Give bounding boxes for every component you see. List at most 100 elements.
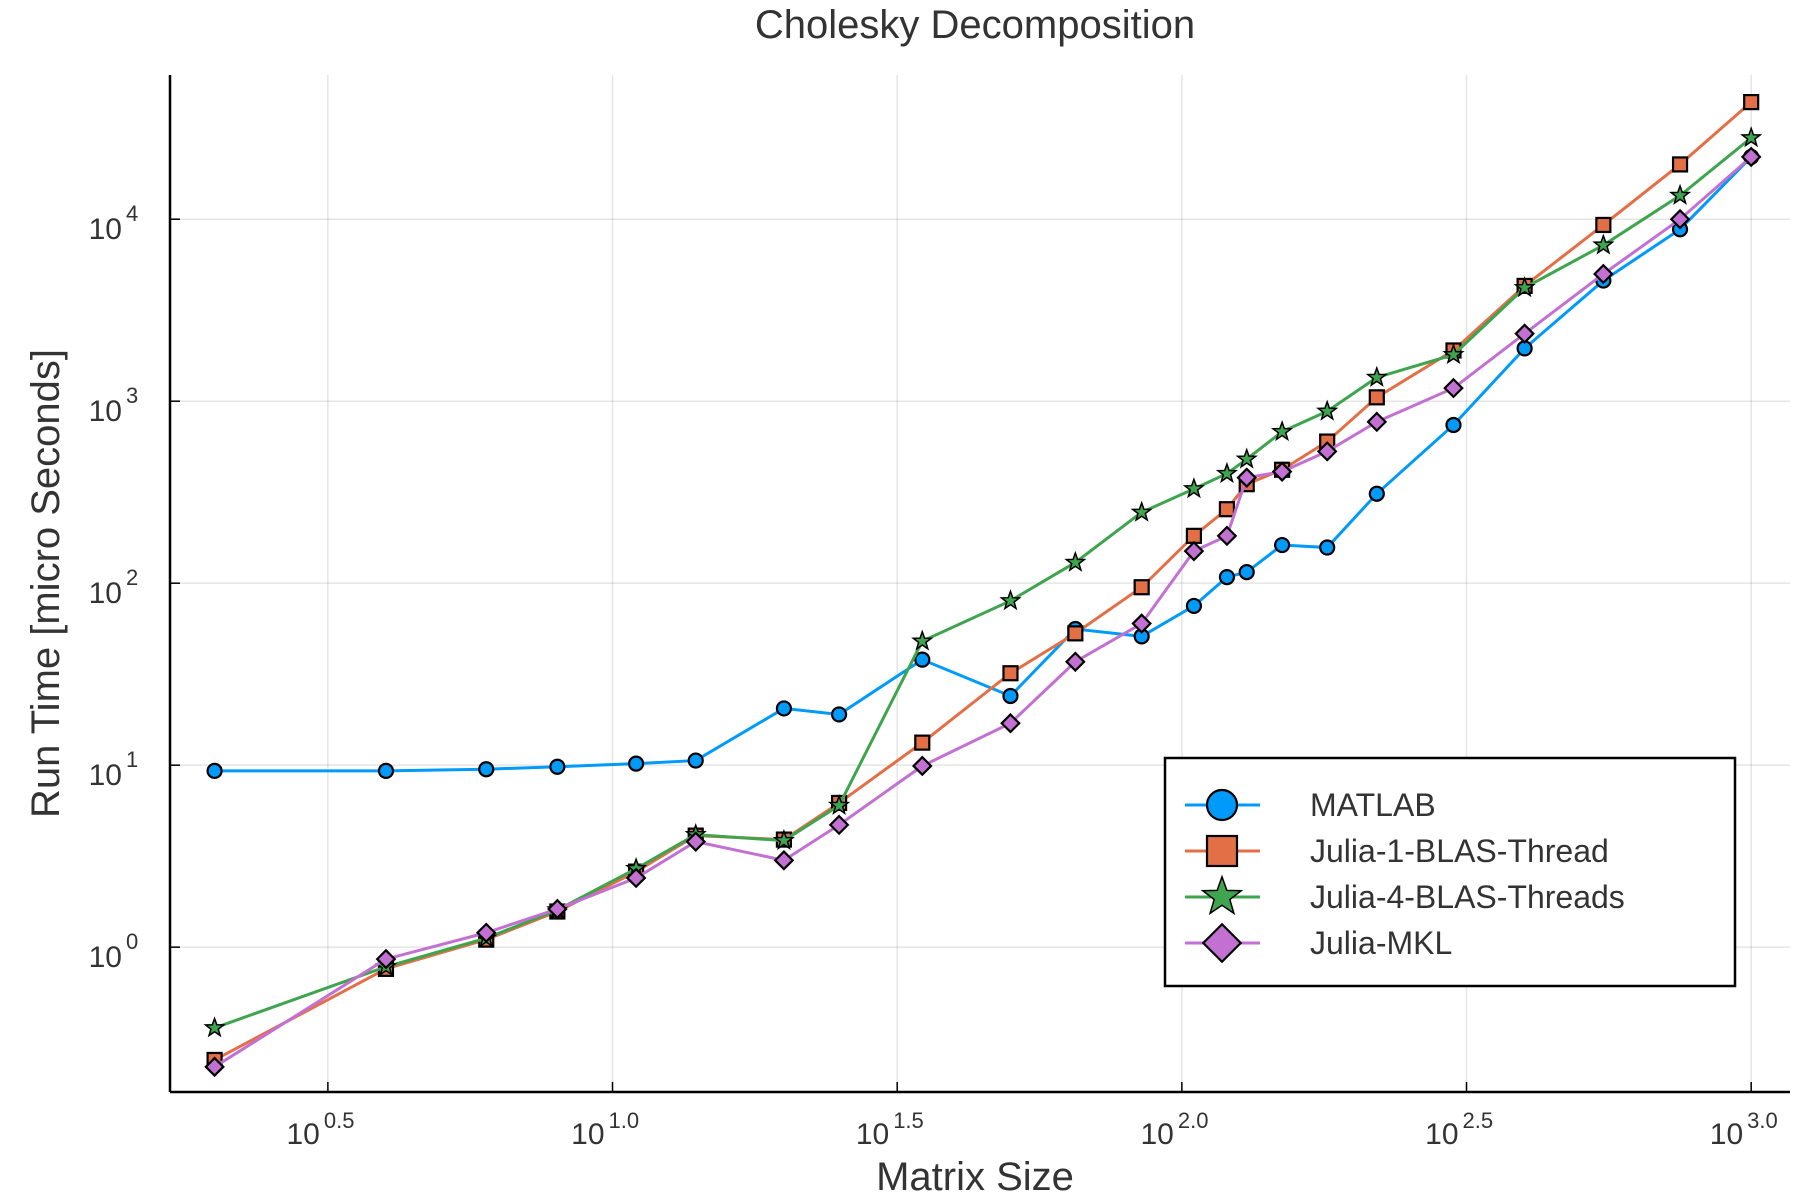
data-point-square bbox=[1002, 665, 1019, 682]
x-tick-label-exponent: 2.5 bbox=[1463, 1108, 1494, 1133]
y-tick-label-base: 10 bbox=[89, 395, 122, 428]
data-point-square bbox=[1368, 389, 1385, 406]
y-tick-label-base: 10 bbox=[89, 759, 122, 792]
data-point-star bbox=[772, 828, 796, 851]
data-point-diamond bbox=[475, 922, 497, 944]
legend-entry: Julia-1-BLAS-Thread bbox=[1185, 833, 1609, 869]
legend-label: Julia-1-BLAS-Thread bbox=[1310, 833, 1609, 869]
data-point-star bbox=[1592, 233, 1615, 255]
legend-marker-diamond bbox=[1201, 922, 1243, 964]
data-point-circle bbox=[549, 758, 566, 775]
data-point-diamond bbox=[1316, 441, 1338, 462]
x-tick-label-base: 10 bbox=[1425, 1118, 1458, 1151]
data-point-diamond bbox=[1000, 712, 1021, 734]
data-point-circle bbox=[830, 706, 848, 723]
data-point-star bbox=[999, 589, 1022, 611]
data-point-star bbox=[1513, 276, 1536, 298]
y-tick-label-exponent: 1 bbox=[126, 747, 138, 772]
data-point-star bbox=[1064, 550, 1087, 572]
data-point-diamond bbox=[375, 948, 397, 970]
y-axis-title: Run Time [micro Seconds] bbox=[24, 349, 68, 818]
legend-entry: Julia-MKL bbox=[1185, 922, 1452, 964]
x-tick-label-exponent: 2.0 bbox=[1178, 1108, 1209, 1133]
data-point-circle bbox=[1002, 687, 1019, 705]
data-point-circle bbox=[377, 762, 395, 780]
x-tick-label-base: 10 bbox=[571, 1118, 604, 1151]
data-point-diamond bbox=[547, 898, 568, 920]
data-point-square bbox=[1133, 579, 1150, 596]
data-point-circle bbox=[775, 700, 793, 717]
data-point-star bbox=[1215, 461, 1239, 484]
legend-label: Julia-4-BLAS-Threads bbox=[1310, 879, 1625, 915]
data-point-diamond bbox=[1514, 323, 1535, 344]
legend-label: MATLAB bbox=[1310, 787, 1436, 823]
legend-label: Julia-MKL bbox=[1310, 925, 1452, 961]
data-point-star bbox=[1740, 126, 1763, 148]
data-point-square bbox=[1218, 501, 1236, 518]
data-point-circle bbox=[1274, 536, 1291, 554]
series-matlab bbox=[206, 148, 1760, 780]
data-point-circle bbox=[1368, 485, 1385, 502]
data-point-circle bbox=[914, 651, 931, 668]
data-point-star bbox=[1235, 447, 1258, 469]
data-point-circle bbox=[478, 761, 495, 778]
y-tick-label-base: 10 bbox=[89, 577, 122, 610]
legend-box bbox=[1163, 756, 1737, 988]
data-point-star bbox=[1271, 420, 1294, 442]
data-point-diamond bbox=[911, 755, 933, 777]
ticks-layer: 10 0.5 10 1.0 10 1.5 10 2.0 10 2.5 10 3.010 010 110 21… bbox=[89, 201, 1778, 1151]
data-point-diamond bbox=[828, 814, 850, 836]
data-point-diamond bbox=[1183, 540, 1205, 562]
y-tick-label-exponent: 2 bbox=[126, 565, 138, 590]
legend-entry: MATLAB bbox=[1185, 787, 1436, 823]
data-point-diamond bbox=[1131, 613, 1152, 634]
data-point-diamond bbox=[1740, 146, 1762, 168]
x-tick-label-base: 10 bbox=[856, 1118, 889, 1151]
y-tick-label-exponent: 0 bbox=[126, 929, 138, 954]
legend-marker-star bbox=[1200, 874, 1244, 916]
data-point-diamond bbox=[1593, 263, 1614, 285]
data-point-circle bbox=[1238, 564, 1255, 581]
data-point-star bbox=[911, 629, 934, 651]
data-point-circle bbox=[627, 755, 645, 772]
data-point-diamond bbox=[1443, 377, 1464, 399]
data-point-star bbox=[827, 793, 851, 815]
legend-entry: Julia-4-BLAS-Threads bbox=[1185, 874, 1625, 916]
data-point-circle bbox=[1185, 597, 1203, 615]
data-point-star bbox=[1442, 343, 1465, 365]
y-tick-label-exponent: 4 bbox=[126, 201, 138, 226]
data-point-diamond bbox=[204, 1056, 225, 1078]
data-point-star bbox=[1316, 399, 1339, 421]
data-point-diamond bbox=[625, 867, 647, 889]
x-tick-label-exponent: 1.0 bbox=[609, 1108, 640, 1133]
data-point-diamond bbox=[1366, 411, 1388, 433]
legend-marker-circle bbox=[1205, 788, 1239, 822]
data-point-diamond bbox=[1216, 525, 1238, 547]
legend-marker-square bbox=[1205, 834, 1239, 868]
data-point-square bbox=[1595, 216, 1612, 234]
series-julia-4-blas-threads bbox=[203, 126, 1763, 1038]
series-julia-mkl bbox=[204, 146, 1762, 1078]
data-point-circle bbox=[1319, 539, 1336, 556]
grid-layer bbox=[170, 75, 1790, 1092]
data-point-diamond bbox=[1065, 651, 1086, 673]
data-point-circle bbox=[687, 752, 704, 769]
legend: MATLAB Julia-1-BLAS-Thread Julia-4-BLAS-Th… bbox=[1163, 756, 1737, 988]
x-tick-label-exponent: 1.5 bbox=[893, 1108, 924, 1133]
data-point-diamond bbox=[685, 831, 707, 852]
data-point-square bbox=[914, 734, 931, 751]
y-tick-label-base: 10 bbox=[89, 941, 122, 974]
x-tick-label-exponent: 3.0 bbox=[1747, 1108, 1778, 1133]
y-tick-label-exponent: 3 bbox=[126, 383, 138, 408]
data-point-square bbox=[1743, 94, 1760, 111]
data-point-diamond bbox=[1669, 208, 1691, 230]
data-point-square bbox=[1671, 156, 1689, 173]
data-point-diamond bbox=[773, 850, 795, 871]
chart-title: Cholesky Decomposition bbox=[755, 3, 1195, 47]
data-point-circle bbox=[206, 762, 223, 780]
data-point-circle bbox=[1218, 568, 1236, 586]
data-point-square bbox=[1185, 527, 1203, 544]
data-point-star bbox=[1130, 500, 1153, 522]
